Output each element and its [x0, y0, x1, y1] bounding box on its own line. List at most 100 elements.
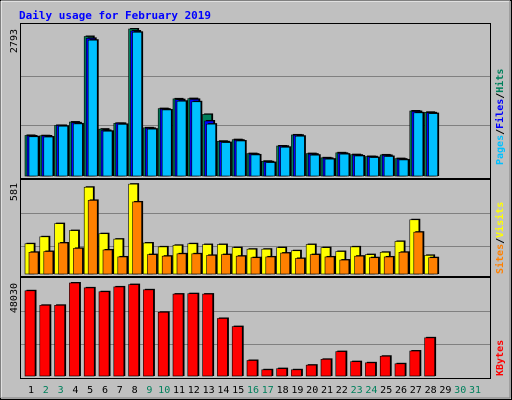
middle-bar-sites-day-22	[339, 259, 350, 275]
day-label-9: 9	[146, 385, 152, 396]
legend-mid: Sites/Visits	[494, 202, 506, 274]
bottom-bar-kbytes-day-23	[350, 361, 361, 377]
day-label-6: 6	[102, 385, 108, 396]
bottom-bar-kbytes-day-18	[276, 368, 287, 377]
bars-mid	[24, 183, 440, 275]
day-label-25: 25	[380, 385, 392, 396]
max-label-mid: 581	[9, 183, 20, 201]
middle-bar-sites-day-12	[191, 253, 202, 275]
top-bar-pages-day-22	[339, 153, 350, 177]
legend-top: Pages/Files/Hits	[494, 69, 506, 165]
bars-top	[24, 28, 440, 177]
day-label-31: 31	[469, 385, 481, 396]
legend-sep-2: /	[495, 93, 506, 99]
top-bar-pages-day-21	[324, 158, 335, 177]
middle-bar-sites-day-26	[398, 252, 409, 275]
day-label-7: 7	[117, 385, 123, 396]
middle-bar-sites-day-21	[324, 256, 335, 275]
middle-bar-sites-day-15	[235, 255, 246, 275]
middle-bar-sites-day-20	[309, 254, 320, 275]
max-label-top: 2793	[9, 29, 20, 53]
day-label-19: 19	[291, 385, 303, 396]
day-label-8: 8	[132, 385, 138, 396]
top-bar-pages-day-12	[191, 101, 202, 177]
day-label-27: 27	[410, 385, 422, 396]
bottom-bar-kbytes-day-16	[246, 360, 258, 377]
day-label-17: 17	[262, 385, 274, 396]
bottom-bar-kbytes-day-10	[157, 311, 169, 377]
bottom-bar-kbytes-day-27	[409, 350, 421, 377]
day-label-30: 30	[454, 385, 466, 396]
bottom-bar-kbytes-day-28	[424, 337, 435, 377]
day-labels: 1 2 3 4 5 6 7 8 9 10 11 12 13 14 15 16 17 18 19 20 21 22 23 24 2…	[28, 385, 481, 396]
bottom-bar-kbytes-day-3	[54, 305, 65, 377]
legend-files: Files	[494, 99, 506, 129]
middle-bar-sites-day-2	[43, 251, 54, 275]
bottom-bar-kbytes-day-13	[202, 293, 213, 377]
middle-bar-sites-day-25	[383, 256, 394, 275]
top-bar-pages-day-16	[250, 154, 261, 177]
top-bar-pages-day-4	[73, 123, 83, 177]
bottom-bar-kbytes-day-2	[39, 305, 51, 377]
middle-bar-sites-day-14	[221, 254, 231, 275]
top-bar-pages-day-14	[221, 142, 231, 177]
top-bar-pages-day-5	[87, 39, 98, 177]
legend-sites: Sites	[494, 244, 506, 274]
bottom-bar-kbytes-day-26	[394, 363, 406, 377]
middle-bar-sites-day-28	[428, 257, 438, 275]
top-bar-pages-day-18	[280, 147, 290, 177]
bottom-bar-kbytes-day-24	[365, 362, 376, 377]
legend-hits: Hits	[494, 69, 506, 93]
top-bar-pages-day-11	[176, 100, 187, 177]
bottom-bar-kbytes-day-25	[379, 355, 391, 377]
day-label-11: 11	[173, 385, 185, 396]
day-label-12: 12	[188, 385, 200, 396]
bottom-bar-kbytes-day-1	[24, 290, 36, 377]
middle-bar-sites-day-11	[176, 253, 187, 275]
day-label-29: 29	[439, 385, 451, 396]
bottom-bar-kbytes-day-6	[98, 291, 110, 377]
bottom-bar-kbytes-day-22	[335, 351, 347, 377]
middle-bar-sites-day-6	[102, 249, 113, 275]
middle-bar-sites-day-3	[58, 242, 68, 275]
bottom-bar-kbytes-day-11	[172, 293, 184, 377]
bottom-bar-kbytes-day-4	[69, 282, 80, 377]
bottom-bar-kbytes-day-21	[320, 359, 332, 377]
day-label-20: 20	[306, 385, 318, 396]
day-label-14: 14	[217, 385, 229, 396]
day-label-23: 23	[351, 385, 363, 396]
bottom-bar-kbytes-day-14	[217, 318, 228, 377]
top-bar-pages-day-9	[147, 128, 157, 177]
top-bar-pages-day-1	[28, 136, 39, 177]
day-label-28: 28	[425, 385, 437, 396]
bottom-bar-kbytes-day-19	[291, 369, 302, 377]
day-label-16: 16	[247, 385, 259, 396]
bottom-bar-kbytes-day-20	[305, 364, 317, 377]
bottom-bar-kbytes-day-9	[143, 289, 154, 377]
max-label-bottom: 48030	[9, 283, 20, 313]
middle-bar-sites-day-23	[354, 255, 364, 275]
bottom-bar-kbytes-day-7	[113, 286, 125, 377]
day-label-21: 21	[321, 385, 333, 396]
middle-bar-sites-day-7	[117, 256, 128, 275]
middle-bar-sites-day-1	[28, 252, 39, 275]
day-label-18: 18	[277, 385, 289, 396]
top-bar-pages-day-28	[428, 113, 438, 177]
middle-bar-sites-day-18	[280, 252, 290, 275]
top-bar-pages-day-2	[43, 136, 54, 177]
day-label-24: 24	[365, 385, 377, 396]
middle-bar-sites-day-13	[206, 255, 216, 275]
day-label-10: 10	[158, 385, 170, 396]
middle-bar-sites-day-19	[295, 258, 305, 275]
top-bar-pages-day-10	[161, 109, 172, 177]
legend-kbytes: KBytes	[495, 340, 506, 376]
middle-bar-sites-day-27	[413, 231, 424, 275]
day-label-26: 26	[395, 385, 407, 396]
top-bar-pages-day-15	[235, 140, 246, 177]
day-label-22: 22	[336, 385, 348, 396]
middle-bar-sites-day-8	[132, 201, 142, 275]
legend-sep-1: /	[495, 129, 506, 135]
bars-bottom	[24, 282, 437, 377]
bottom-bar-kbytes-day-17	[261, 369, 273, 377]
